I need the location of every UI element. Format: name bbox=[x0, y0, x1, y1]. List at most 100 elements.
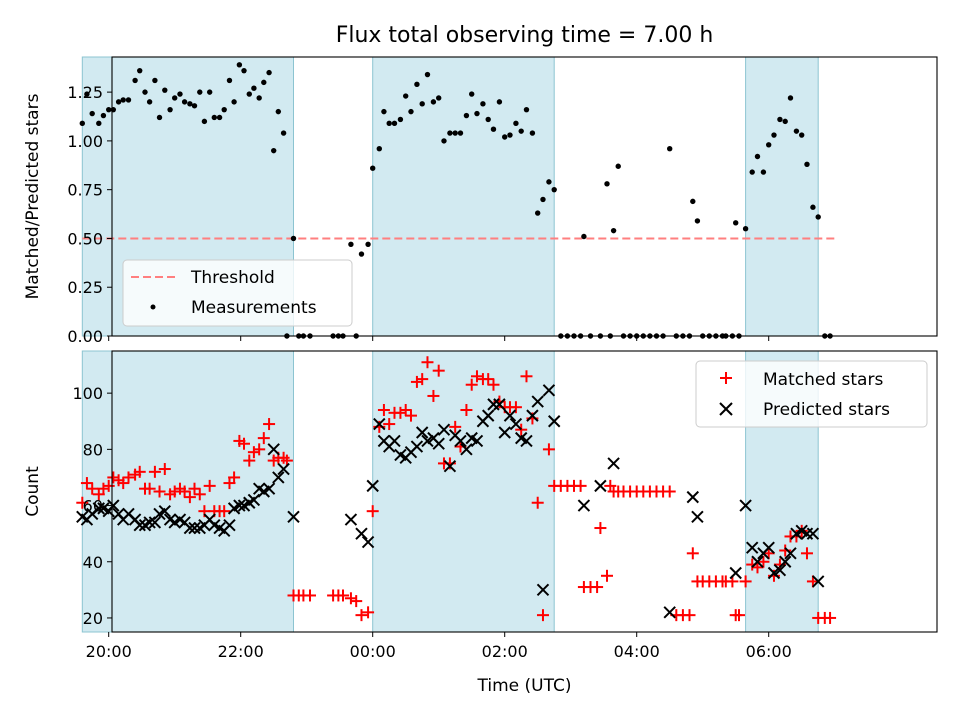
matched-star-point bbox=[536, 609, 549, 622]
matched-star-point bbox=[188, 482, 201, 495]
matched-star-point bbox=[399, 404, 412, 417]
predicted-star-point bbox=[247, 493, 261, 507]
y-tick-label: 1.00 bbox=[67, 132, 103, 151]
measurement-point bbox=[100, 112, 107, 119]
predicted-star-point bbox=[531, 395, 544, 408]
matched-star-point bbox=[350, 595, 363, 608]
matched-star-point bbox=[257, 432, 270, 445]
observing-band bbox=[745, 56, 819, 337]
legend-predicted-label: Predicted stars bbox=[763, 400, 890, 420]
measurement-point bbox=[546, 179, 552, 185]
matched-star-point bbox=[746, 558, 759, 571]
measurement-point bbox=[236, 62, 243, 68]
matched-star-point bbox=[253, 443, 266, 456]
measurement-point bbox=[201, 118, 208, 125]
predicted-star-point bbox=[454, 434, 467, 448]
measurement-point bbox=[518, 128, 524, 134]
measurement-point bbox=[381, 108, 387, 115]
matched-star-point bbox=[394, 406, 407, 419]
x-axis-label: Time (UTC) bbox=[477, 676, 572, 696]
matched-star-point bbox=[143, 482, 156, 495]
x-tick-label: 20:00 bbox=[86, 642, 132, 661]
measurement-point bbox=[197, 89, 203, 95]
measurement-point bbox=[241, 67, 247, 74]
matched-star-point bbox=[362, 606, 375, 619]
measurement-point bbox=[529, 130, 536, 136]
matched-legend-swatch bbox=[720, 372, 732, 384]
measurement-point bbox=[474, 110, 480, 117]
predicted-star-point bbox=[262, 482, 276, 495]
matched-star-point bbox=[404, 409, 417, 422]
top-legend-box bbox=[122, 259, 353, 327]
x-tick-label: 00:00 bbox=[350, 642, 396, 661]
measurement-point bbox=[535, 210, 541, 216]
measurement-point bbox=[804, 161, 810, 168]
measurement-point bbox=[782, 118, 788, 125]
matched-star-point bbox=[366, 505, 379, 518]
predicted-star-point bbox=[277, 462, 290, 476]
matched-star-point bbox=[97, 482, 110, 495]
matched-star-point bbox=[751, 561, 764, 574]
measurement-point bbox=[469, 91, 475, 97]
matched-star-point bbox=[416, 373, 429, 386]
predicted-star-point bbox=[148, 516, 162, 529]
predicted-star-point bbox=[729, 566, 742, 580]
measurement-point bbox=[436, 95, 442, 101]
top-legend: Threshold Measurements bbox=[122, 259, 353, 327]
measurement-point bbox=[615, 163, 621, 169]
predicted-star-point bbox=[188, 521, 201, 535]
predicted-star-point bbox=[421, 434, 434, 448]
x-tick-label: 02:00 bbox=[482, 642, 528, 661]
measurement-point bbox=[96, 120, 102, 127]
measurement-point bbox=[419, 101, 425, 107]
measurement-point bbox=[749, 169, 755, 175]
matched-star-point bbox=[421, 356, 434, 369]
predicted-star-point bbox=[355, 527, 368, 540]
matched-star-point bbox=[117, 477, 130, 490]
y-tick-label: 100 bbox=[72, 384, 103, 403]
legend-matched-label: Matched stars bbox=[763, 370, 883, 390]
bottom-y-axis-label: Count bbox=[23, 466, 43, 517]
measurement-point bbox=[231, 99, 237, 105]
measurement-point bbox=[89, 110, 95, 117]
predicted-star-point bbox=[415, 426, 429, 439]
matched-star-point bbox=[663, 485, 676, 498]
predicted-star-point bbox=[233, 499, 246, 512]
y-tick-label: 0.00 bbox=[67, 327, 103, 346]
predicted-star-point bbox=[767, 566, 781, 580]
matched-star-point bbox=[355, 609, 368, 622]
matched-star-point bbox=[178, 485, 191, 498]
measurement-point bbox=[690, 198, 696, 205]
matched-star-point bbox=[733, 609, 745, 622]
matched-star-point bbox=[460, 404, 473, 417]
y-tick-label: 0.75 bbox=[67, 181, 103, 200]
measurement-point bbox=[452, 130, 458, 136]
measurement-point bbox=[191, 103, 198, 109]
measurement-point bbox=[146, 99, 153, 105]
predicted-star-point bbox=[547, 415, 561, 428]
matched-star-point bbox=[76, 496, 89, 509]
matched-star-point bbox=[594, 522, 607, 535]
measurement-point bbox=[106, 106, 112, 113]
predicted-star-point bbox=[503, 409, 517, 422]
measurement-point bbox=[251, 85, 257, 91]
chart-title: Flux total observing time = 7.00 h bbox=[336, 23, 714, 48]
measurement-point bbox=[777, 116, 783, 123]
legend-measurements-label: Measurements bbox=[191, 298, 317, 318]
measurement-point bbox=[502, 134, 508, 140]
measurement-point bbox=[172, 95, 178, 101]
ratio-panel: 0.00 0.25 0.50 0.75 1.00 1.25 Matched/Predict… bbox=[23, 56, 938, 346]
measurement-point bbox=[177, 91, 183, 97]
measurement-point bbox=[485, 116, 491, 123]
bottom-y-axis: 20 40 60 80 100 bbox=[72, 384, 112, 628]
measurement-point bbox=[370, 165, 376, 171]
measurements-legend-swatch bbox=[150, 304, 156, 310]
measurement-point bbox=[348, 241, 354, 248]
measurement-point bbox=[181, 99, 188, 105]
measurement-point bbox=[206, 89, 213, 95]
predicted-star-point bbox=[267, 443, 280, 456]
top-y-axis: 0.00 0.25 0.50 0.75 1.00 1.25 bbox=[67, 83, 112, 346]
measurement-point bbox=[280, 130, 287, 136]
measurement-point bbox=[799, 132, 805, 138]
